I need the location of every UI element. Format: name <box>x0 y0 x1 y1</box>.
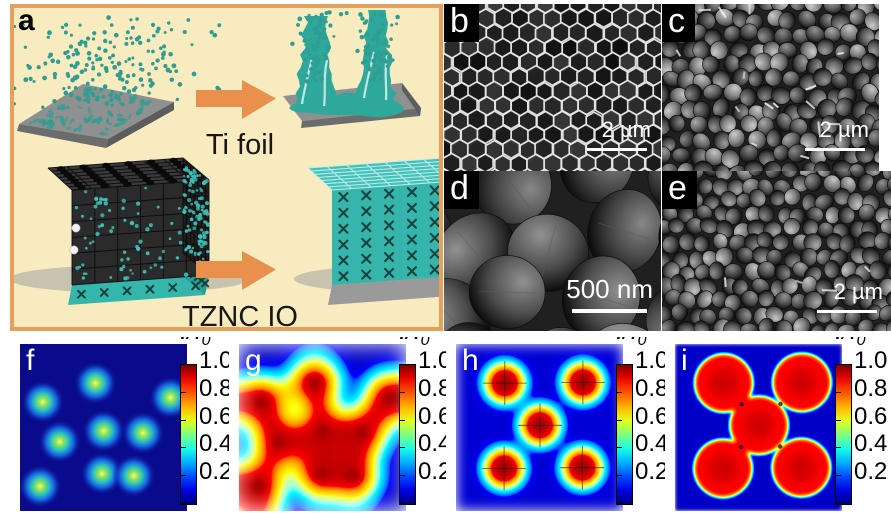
svg-text:TZNC IO: TZNC IO <box>182 301 298 331</box>
svg-text:Ti foil: Ti foil <box>206 129 274 161</box>
